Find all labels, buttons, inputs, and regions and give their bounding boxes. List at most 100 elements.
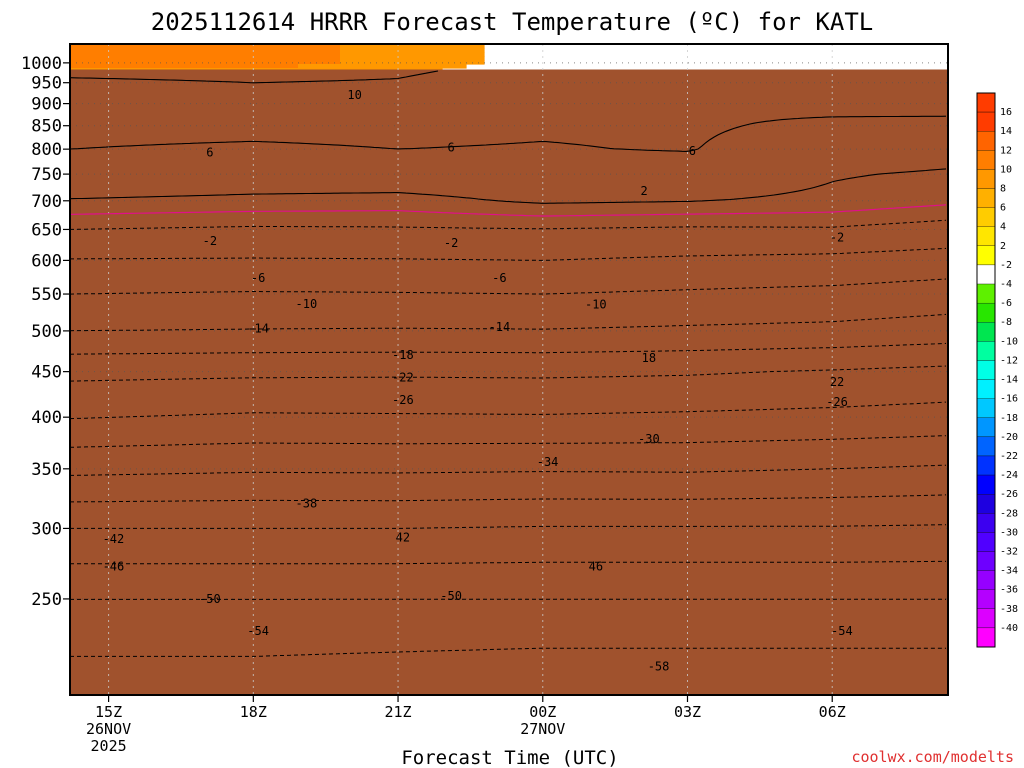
x-tick-label: 00Z [529,703,556,721]
colorbar-swatch [976,570,996,590]
y-tick-label: 700 [31,192,62,212]
colorbar-label: -2 [1000,260,1012,271]
x-tick-label: 15Z [95,703,122,721]
temperature-cell [70,64,299,69]
colorbar-label: -38 [1000,604,1018,615]
contour-label: -2 [830,230,844,244]
temperature-cell [70,60,341,65]
colorbar-swatch [976,302,996,323]
x-tick-label: 03Z [674,703,701,721]
colorbar-label: -30 [1000,527,1018,538]
colorbar-label: 14 [1000,126,1012,137]
colorbar-swatch [976,513,996,533]
colorbar-label: -32 [1000,546,1018,557]
y-tick-label: 600 [31,251,62,271]
y-tick-label: 450 [31,363,62,383]
isotherm-line [69,70,439,84]
grid-lines [70,44,948,695]
colorbar-swatch [976,226,996,246]
contour-label: -38 [296,496,318,510]
contour-label: -18 [392,348,414,362]
y-tick-label: 650 [31,220,62,240]
contour-label: -50 [440,589,462,603]
y-tick-label: 550 [31,285,62,305]
y-tick-label: 350 [31,460,62,480]
contour-label: -46 [103,559,125,573]
plot-area: -58-54 -54-50 -50-46 46-42 42-38-34-30-26 -26… [69,43,949,696]
colorbar-swatch [976,417,996,438]
temperature-cell [70,44,341,49]
isotherm-line [70,524,947,529]
colorbar-swatch [976,360,996,380]
colorbar-label: -8 [1000,317,1012,328]
colorbar-label: -26 [1000,489,1018,500]
colorbar-label: 10 [1000,164,1012,175]
contour-label: -58 [648,659,670,673]
colorbar-label: -10 [1000,336,1018,347]
colorbar-swatch [976,169,996,189]
contour-label: -2 [444,236,458,250]
contour-label: 22 [830,375,844,389]
colorbar-swatch [976,111,996,132]
contour-label: -10 [296,297,318,311]
y-tick-label: 400 [31,408,62,428]
temperature-cell [298,64,467,69]
y-axis-ticks: 2503003504004505005506006507007508008509… [21,54,70,610]
colorbar-legend: 16 14 12 10 8 6 4 2 -2 -4 -6 -8 -10 -12 -14 -16 -18 -20 -2… [976,92,1018,648]
colorbar-swatch [976,92,996,113]
isotherm-line [70,219,947,230]
y-tick-label: 950 [31,74,62,94]
colorbar-label: -6 [1000,298,1012,309]
contour-label: 2 [640,184,647,198]
contour-label: -26 [392,393,414,407]
colorbar-label: -14 [1000,375,1018,386]
colorbar-swatch [976,341,996,361]
contour-label: -14 [489,320,511,334]
colorbar-swatch [976,322,996,342]
contour-label: -14 [247,322,269,336]
colorbar-label: -16 [1000,394,1018,405]
colorbar-label: -36 [1000,585,1018,596]
x-tick-label: 21Z [384,703,411,721]
isotherm-line [69,435,947,448]
colorbar-label: 2 [1000,241,1006,252]
contour-label: 6 [447,141,454,155]
colorbar-swatch [976,264,996,285]
contour-label: -6 [251,271,265,285]
colorbar-swatch [976,188,996,208]
colorbar-label: -20 [1000,432,1018,443]
contour-label: -26 [826,395,848,409]
isotherm-line [70,464,947,476]
colorbar-label: -4 [1000,279,1012,290]
colorbar-swatch [976,245,996,266]
colorbar-label: -12 [1000,355,1018,366]
colorbar-swatch [976,379,996,399]
colorbar-label: 6 [1000,203,1006,214]
contour-label: -10 [585,298,607,312]
contour-label: 6 [689,144,696,158]
colorbar-label: 4 [1000,222,1006,233]
isotherm-line [70,494,947,503]
y-tick-label: 1000 [21,54,62,74]
y-tick-label: 500 [31,322,62,342]
contour-label: -34 [537,455,559,469]
colorbar-swatch [976,150,996,170]
x-axis-label: Forecast Time (UTC) [401,747,618,768]
contour-label: -30 [638,432,660,446]
y-tick-label: 800 [31,140,62,160]
y-tick-label: 250 [31,590,62,610]
colorbar-swatch [976,207,996,227]
isotherm-line [69,365,947,382]
temperature-cell [340,60,485,65]
colorbar-swatch [976,551,996,571]
isotherm-contours [69,70,947,657]
contour-label: -2 [203,234,217,248]
isotherm-line [69,204,947,217]
x-tick-date: 26NOV [86,720,131,738]
credit-text: coolwx.com/modelts [851,748,1014,766]
contour-label: 18 [642,351,656,365]
contour-label: -54 [247,624,269,638]
colorbar-label: -18 [1000,413,1018,424]
